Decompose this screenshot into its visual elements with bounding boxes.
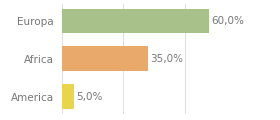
Bar: [62, 9, 209, 33]
Text: 35,0%: 35,0%: [150, 54, 183, 64]
Text: 5,0%: 5,0%: [76, 92, 102, 102]
Bar: [62, 46, 148, 71]
Text: 60,0%: 60,0%: [211, 16, 244, 26]
Bar: [62, 84, 74, 109]
